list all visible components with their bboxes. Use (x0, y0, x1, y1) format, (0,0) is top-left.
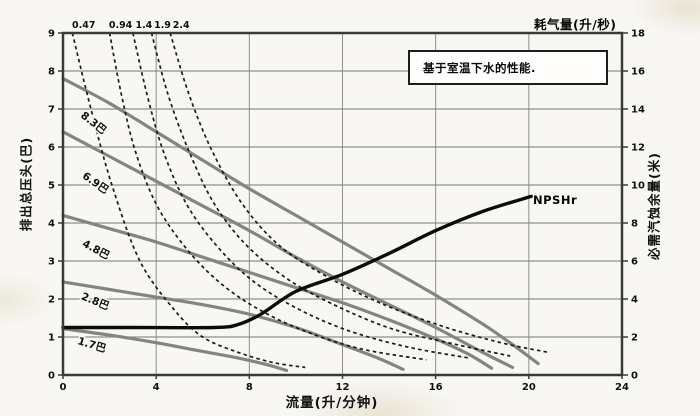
pressure-curve (61, 77, 540, 366)
air-curve-label: 2.4 (173, 20, 190, 31)
x-tick-label: 20 (522, 382, 536, 393)
pressure-curve-label: 4.8巴 (80, 238, 112, 262)
y-right-tick-label: 10 (631, 181, 645, 192)
air-curve-label: 1.9 (154, 20, 171, 31)
y-left-tick-label: 4 (48, 219, 55, 230)
pressure-curve-label: 1.7巴 (76, 335, 108, 355)
y-axis-left-title: 排出总压头(巴) (18, 136, 34, 232)
y-right-tick-label: 0 (631, 371, 638, 382)
air-curve-label: 1.4 (135, 20, 152, 31)
npshr-curve-label: NPSHr (533, 193, 578, 207)
air-curve-label: 0.94 (109, 20, 133, 31)
air-consumption-curve (150, 32, 511, 357)
y-left-tick-label: 9 (48, 29, 55, 40)
pressure-curve (61, 327, 289, 373)
note-box: 基于室温下水的性能. (408, 50, 608, 85)
y-right-tick-label: 4 (631, 295, 638, 306)
air-consumption-axis-title: 耗气量(升/秒) (534, 17, 617, 32)
y-right-tick-label: 8 (631, 219, 638, 230)
y-left-tick-label: 5 (48, 181, 55, 192)
x-tick-label: 16 (429, 382, 443, 393)
y-right-tick-label: 18 (631, 29, 645, 40)
y-left-tick-label: 2 (48, 295, 55, 306)
x-tick-label: 8 (246, 382, 253, 393)
y-axis-right-title: 必需汽蚀余量(米) (646, 152, 662, 260)
pressure-curve-label: 2.8巴 (79, 291, 111, 313)
x-tick-label: 12 (336, 382, 350, 393)
y-right-tick-label: 6 (631, 257, 638, 268)
y-left-tick-label: 8 (48, 67, 55, 78)
air-consumption-curve (108, 32, 427, 361)
y-right-tick-label: 16 (631, 67, 645, 78)
pressure-curve (61, 130, 515, 369)
y-right-tick-label: 12 (631, 143, 645, 154)
x-tick-label: 24 (615, 382, 629, 393)
air-consumption-curve (132, 32, 469, 359)
pressure-curve-label: 6.9巴 (80, 170, 111, 197)
pressure-curve (61, 280, 405, 371)
x-tick-label: 0 (60, 382, 67, 393)
air-consumption-curve (169, 32, 548, 354)
y-left-tick-label: 7 (48, 105, 55, 116)
pressure-curve (61, 213, 494, 370)
air-curve-label: 0.47 (72, 20, 95, 31)
y-left-tick-label: 1 (48, 333, 55, 344)
y-right-tick-label: 14 (631, 105, 645, 116)
note-text: 基于室温下水的性能. (423, 60, 536, 75)
npshr-curve (61, 194, 533, 330)
x-tick-label: 4 (153, 382, 160, 393)
y-left-tick-label: 0 (48, 371, 55, 382)
air-consumption-curve (71, 32, 306, 369)
x-axis-title: 流量(升/分钟) (285, 395, 379, 411)
y-right-tick-label: 2 (631, 333, 638, 344)
pressure-curve-label: 8.3巴 (78, 110, 109, 138)
y-left-tick-label: 3 (48, 257, 55, 268)
y-left-tick-label: 6 (48, 143, 55, 154)
